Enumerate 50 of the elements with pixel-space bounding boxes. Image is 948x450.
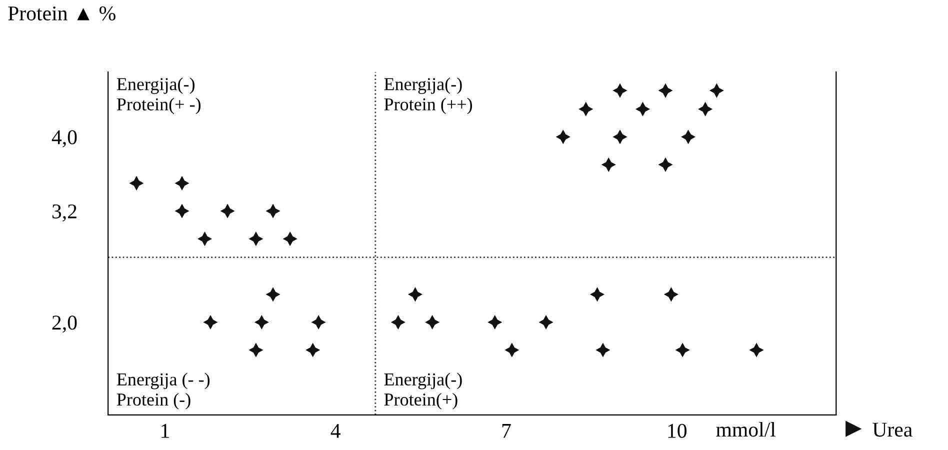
point (254, 314, 269, 330)
point (578, 102, 594, 116)
point (425, 314, 440, 330)
point (538, 314, 554, 330)
point (635, 102, 650, 116)
point (220, 204, 235, 218)
point (306, 342, 320, 358)
x-axis-title: Urea (872, 422, 912, 437)
annotation: Energija (- -) Protein (-) (116, 372, 210, 410)
point (174, 204, 190, 218)
y-tick-label: 4,0 (52, 130, 77, 148)
point (590, 287, 605, 302)
point (504, 342, 520, 358)
point (698, 102, 713, 116)
point (266, 204, 280, 218)
point (658, 157, 673, 172)
point (601, 157, 616, 172)
annotation: Energija(-) Protein (++) (384, 78, 472, 114)
y-tick-label: 2,0 (52, 316, 77, 333)
annotation: Energija(-) Protein(+) (384, 372, 462, 410)
point (248, 232, 264, 246)
point (749, 342, 764, 358)
point (266, 287, 280, 302)
point (596, 342, 610, 358)
point (197, 232, 212, 246)
y-axis-title: Protein ▲ % (8, 6, 116, 21)
point (408, 287, 423, 302)
point (612, 130, 628, 144)
point (658, 83, 673, 98)
text: mmol/l (716, 422, 776, 437)
x-tick-label: 1 (162, 424, 169, 438)
y-tick-label: 3,2 (52, 204, 76, 222)
point (556, 130, 570, 144)
x-tick-label: 7 (502, 424, 511, 438)
annotation: Energija(-) Protein(+ -) (116, 78, 201, 114)
x-tick-label: 4 (330, 424, 340, 438)
point (248, 342, 264, 358)
point (282, 232, 298, 246)
point (709, 83, 724, 98)
point (390, 314, 406, 330)
point (311, 314, 326, 330)
point (488, 314, 502, 330)
point (174, 176, 190, 190)
point (129, 176, 144, 190)
point (203, 314, 218, 330)
point (680, 130, 696, 144)
point (612, 83, 628, 98)
x-tick-label: 10 (668, 424, 686, 438)
point (664, 287, 678, 302)
point (675, 342, 690, 358)
